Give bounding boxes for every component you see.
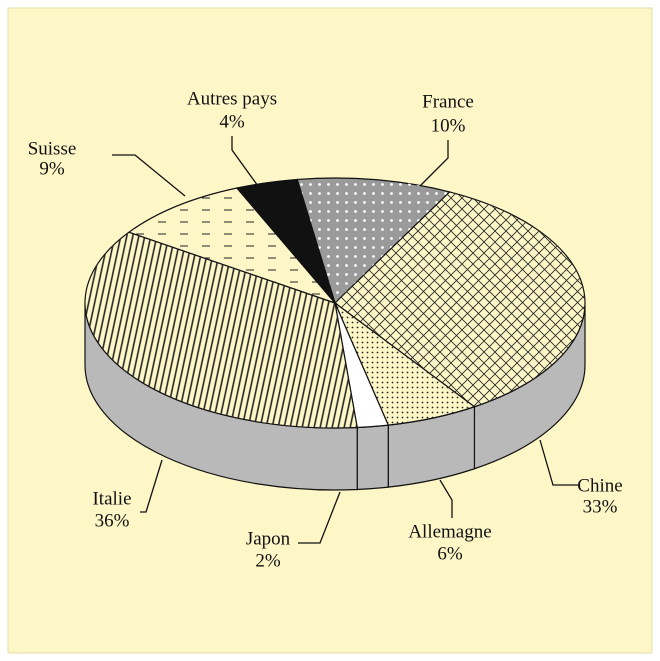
slice-value-label: 9%: [39, 158, 65, 179]
leader-line: [298, 491, 341, 544]
slice-side: [356, 424, 389, 491]
leader-line: [140, 459, 163, 513]
slice-pattern: [335, 191, 586, 407]
slice-value-label: 4%: [219, 111, 245, 132]
slice-label: Suisse: [28, 138, 77, 159]
leader-line: [231, 136, 259, 187]
slice-value-label: 2%: [255, 550, 281, 571]
slice-value-label: 36%: [95, 510, 130, 531]
slice-label: Autres pays: [187, 88, 277, 109]
slice-label: Italie: [92, 488, 131, 509]
slice-pattern: [335, 303, 475, 426]
slice-label: Chine: [577, 475, 622, 496]
slice-pattern: [297, 177, 450, 303]
slice-value-label: 10%: [431, 115, 466, 136]
slice-pattern: [128, 188, 335, 303]
slice-label: France: [422, 91, 474, 112]
pie-tops: [84, 177, 586, 429]
leader-line: [439, 479, 453, 518]
slice-pattern: [236, 179, 335, 303]
leader-line: [419, 140, 449, 187]
slice-label: Japon: [246, 528, 291, 549]
slice-label: Allemagne: [408, 521, 491, 542]
leader-line: [112, 154, 186, 197]
slice-pattern: [85, 232, 358, 428]
slice-value-label: 33%: [583, 496, 618, 517]
slice-value-label: 6%: [437, 543, 463, 564]
slice-pattern: [335, 303, 389, 428]
leader-line: [539, 439, 578, 486]
